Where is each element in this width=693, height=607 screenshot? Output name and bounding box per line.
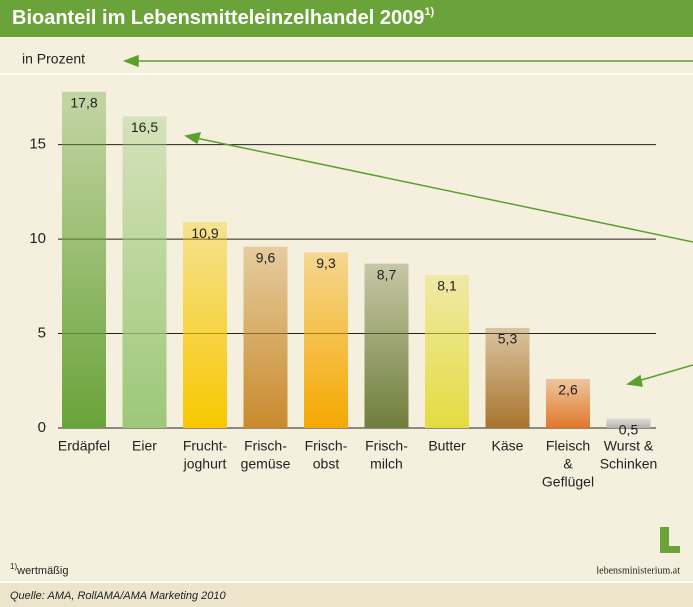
x-tick-label: Frucht-	[183, 438, 228, 454]
y-tick-label: 5	[38, 325, 46, 342]
footnote-text: wertmäßig	[16, 565, 68, 577]
value-label: 17,8	[70, 94, 97, 110]
value-label: 9,3	[316, 255, 336, 271]
bar	[62, 91, 106, 429]
value-label: 16,5	[131, 119, 158, 135]
bar	[122, 116, 167, 428]
chart-title: Bioanteil im Lebensmitteleinzelhandel 20…	[12, 6, 434, 29]
title-text: Bioanteil im Lebensmitteleinzelhandel 20…	[12, 7, 424, 29]
source: Quelle: AMA, RollAMA/AMA Marketing 2010	[10, 590, 226, 602]
x-tick-label: gemüse	[241, 456, 291, 472]
logo-text: lebensministerium.at	[596, 565, 680, 576]
x-tick-label: joghurt	[183, 456, 227, 472]
y-tick-label: 15	[29, 136, 46, 153]
bar	[243, 246, 288, 428]
x-tick-label: Frisch-	[244, 438, 287, 454]
x-tick-label: Frisch-	[365, 438, 408, 454]
x-tick-label: milch	[370, 456, 403, 472]
value-label: 8,1	[437, 278, 457, 294]
y-label: in Prozent	[22, 51, 85, 67]
x-tick-label: Butter	[428, 438, 466, 454]
y-tick-label: 10	[29, 230, 46, 247]
bar	[546, 378, 590, 428]
bar	[304, 252, 348, 428]
x-tick-label: Eier	[132, 438, 157, 454]
annotation-arrows	[122, 54, 693, 387]
x-tick-label: Geflügel	[542, 474, 594, 490]
bar	[425, 275, 469, 428]
y-tick-label: 0	[38, 419, 46, 436]
x-tick-label: Wurst &	[604, 438, 654, 454]
title-bar	[0, 0, 693, 37]
value-label: 2,6	[558, 382, 578, 398]
x-tick-label: Frisch-	[305, 438, 348, 454]
x-tick-label: Schinken	[600, 456, 658, 472]
x-tick-label: &	[563, 456, 573, 472]
logo-mark	[660, 527, 669, 553]
bar	[183, 222, 227, 428]
source-band	[0, 583, 693, 607]
x-tick-label: Käse	[492, 438, 524, 454]
value-label: 10,9	[191, 225, 218, 241]
bar	[485, 327, 530, 428]
x-tick-label: Erdäpfel	[58, 438, 110, 454]
value-label: 0,5	[619, 421, 639, 437]
plot: 0 5 10 15 Erdäpfel 17,8 Eier 16,5 Frucht-joghurt…	[29, 91, 658, 490]
footnote: 1)wertmäßig	[10, 562, 68, 577]
x-tick-label: obst	[313, 456, 340, 472]
title-note: 1)	[424, 6, 434, 18]
bar	[364, 263, 409, 428]
value-label: 5,3	[498, 331, 518, 347]
logo-mark	[660, 546, 680, 553]
x-tick-label: Fleisch	[546, 438, 590, 454]
bar	[606, 418, 651, 428]
footnote-mark: 1)	[10, 562, 17, 571]
value-label: 8,7	[377, 266, 397, 282]
value-label: 9,6	[256, 249, 276, 265]
